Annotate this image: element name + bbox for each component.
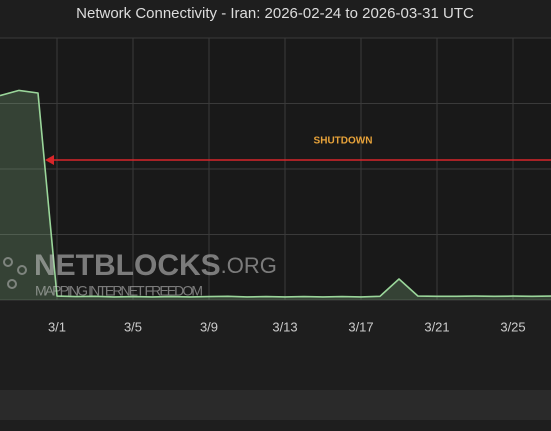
watermark-icon [17,265,27,275]
watermark-tagline: MAPPING INTERNET FREEDOM [35,283,203,299]
watermark-icon [7,279,17,289]
marks [0,89,551,301]
line [0,89,551,298]
x-tick-label: 3/25 [500,319,525,334]
grid: 3/1 3/5 3/9 3/13 3/17 3/21 3/25 [0,37,551,334]
x-tick-label: 3/1 [48,319,66,334]
watermark-name-text: NETBLOCKS [34,249,221,282]
x-tick-label: 3/13 [272,319,297,334]
x-tick-label: 3/17 [348,319,373,334]
annotation: SHUTDOWN [314,136,373,147]
arrow-head [45,155,54,165]
watermark-name: NETBLOCKS.ORG [34,249,277,282]
x-tick-label: 3/5 [124,319,142,334]
bottom-bar [0,390,551,420]
chart-title: Network Connectivity - Iran: 2026-02-24 … [76,5,474,22]
watermark-suffix: .ORG [221,253,277,278]
x-tick-label: 3/21 [424,319,449,334]
watermark: NETBLOCKS.ORG MAPPING INTERNET FREEDOM [3,249,277,299]
x-tick-label: 3/9 [200,319,218,334]
watermark-icon [3,257,13,267]
